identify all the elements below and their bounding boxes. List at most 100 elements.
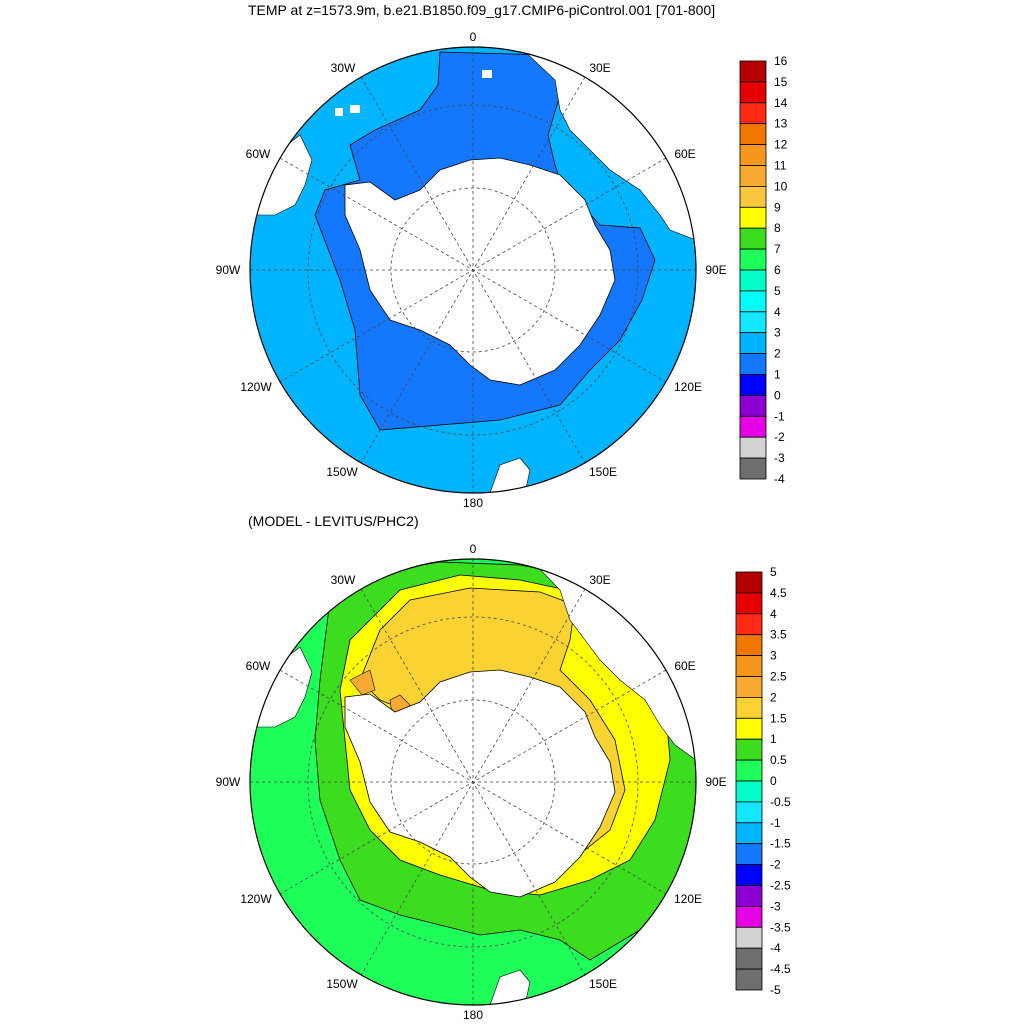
top-map-border <box>249 46 697 494</box>
bottom-colorbar-swatch <box>735 697 763 719</box>
top-colorbar-tick-label: 4 <box>774 305 781 319</box>
bottom-colorbar-swatch <box>735 885 763 907</box>
top-colorbar-swatch <box>739 227 767 250</box>
top-colorbar-swatch <box>739 102 767 125</box>
bottom-colorbar-swatch <box>735 613 763 636</box>
top-lon-label-90w: 90W <box>215 263 241 277</box>
top-colorbar-swatch <box>739 81 767 104</box>
top-colorbar-swatch <box>739 394 767 417</box>
bottom-map-border <box>249 558 697 1006</box>
bottom-colorbar-tick-label: 0.5 <box>770 753 787 767</box>
top-colorbar-tick-label: 10 <box>774 179 788 193</box>
top-lon-label-120w: 120W <box>240 380 272 394</box>
top-colorbar-tick-label: -2 <box>774 430 785 444</box>
bottom-lon-label-0: 0 <box>469 542 477 556</box>
bottom-colorbar-swatch <box>735 822 763 845</box>
bottom-colorbar-tick-label: 4 <box>770 607 777 621</box>
top-colorbar-swatch <box>739 206 767 229</box>
bottom-colorbar-tick-label: 3 <box>770 649 777 663</box>
top-colorbar-tick-label: 14 <box>774 96 788 110</box>
bottom-colorbar-swatch <box>735 759 763 782</box>
top-colorbar-tick-label: 11 <box>774 159 787 173</box>
top-colorbar-tick-label: 1 <box>774 368 781 382</box>
bottom-colorbar-swatch <box>735 780 763 803</box>
top-lon-label-60e: 60E <box>674 147 696 161</box>
bottom-lon-label-180: 180 <box>462 1008 484 1022</box>
top-colorbar-swatch <box>739 353 767 375</box>
top-colorbar-tick-label: -3 <box>774 451 785 465</box>
bottom-colorbar-tick-label: -3.5 <box>770 920 791 934</box>
bottom-colorbar-tick-label: -1 <box>770 816 781 830</box>
top-colorbar-swatch <box>739 60 767 83</box>
bottom-colorbar-swatch <box>735 634 763 657</box>
top-lon-label-30w: 30W <box>330 61 356 75</box>
bottom-colorbar-tick-label: 0 <box>770 774 777 788</box>
bottom-colorbar-tick-label: -3 <box>770 899 781 913</box>
bottom-colorbar: 5 4.5 4 3.5 3 2.5 2 1.5 1 0.5 0 -0.5 -1 -1.5 -2 -2.5 -3 -… <box>735 565 791 997</box>
top-colorbar-swatch <box>739 269 767 292</box>
bottom-colorbar-swatch <box>735 843 763 866</box>
bottom-colorbar-swatch <box>735 592 763 615</box>
top-lon-label-180: 180 <box>462 496 484 510</box>
top-colorbar-tick-label: 13 <box>774 117 788 131</box>
bottom-lon-label-30e: 30E <box>589 573 611 587</box>
bottom-lon-label-30w: 30W <box>330 573 356 587</box>
top-graticule <box>250 47 696 493</box>
top-colorbar-swatch <box>739 332 767 355</box>
top-colorbar-swatch <box>739 436 767 459</box>
bottom-lon-label-60e: 60E <box>674 659 696 673</box>
top-colorbar-swatch <box>739 144 767 166</box>
top-colorbar-tick-label: 5 <box>774 284 781 298</box>
bottom-colorbar-swatch <box>735 968 763 991</box>
bottom-colorbar-swatch <box>735 926 763 949</box>
top-land-new-zealand <box>489 457 531 493</box>
top-colorbar-swatch <box>739 457 767 480</box>
top-colorbar-tick-label: 15 <box>774 75 788 89</box>
top-lon-label-60w: 60W <box>245 147 271 161</box>
top-colorbar-tick-label: 12 <box>774 138 788 152</box>
bottom-colorbar-tick-label: 5 <box>770 565 777 579</box>
bottom-lon-label-120w: 120W <box>240 892 272 906</box>
top-colorbar-swatch <box>739 311 767 334</box>
top-colorbar-tick-label: 2 <box>774 347 781 361</box>
bottom-graticule <box>250 559 696 1005</box>
bottom-colorbar-tick-label: 2.5 <box>770 670 787 684</box>
bottom-land-new-zealand <box>489 969 531 1005</box>
bottom-colorbar-tick-label: 3.5 <box>770 628 787 642</box>
top-colorbar-tick-label: 8 <box>774 221 781 235</box>
top-colorbar-swatch <box>739 123 767 145</box>
top-colorbar-tick-label: -4 <box>774 472 785 486</box>
bottom-colorbar-tick-label: -5 <box>770 983 781 997</box>
bottom-lon-label-120e: 120E <box>673 892 703 906</box>
bottom-colorbar-swatch <box>735 676 763 698</box>
top-colorbar-tick-label: 9 <box>774 200 781 214</box>
bottom-polar-map <box>249 558 697 1006</box>
top-colorbar-swatch <box>739 165 767 187</box>
top-lon-label-30e: 30E <box>589 61 611 75</box>
top-colorbar-tick-label: 0 <box>774 388 781 402</box>
bottom-colorbar-swatch <box>735 717 763 740</box>
top-colorbar-tick-label: 7 <box>774 242 781 256</box>
bottom-colorbar-tick-label: -1.5 <box>770 837 791 851</box>
bottom-lon-label-90e: 90E <box>705 775 727 789</box>
bottom-colorbar-swatch <box>735 738 763 761</box>
bottom-colorbar-tick-label: 4.5 <box>770 586 787 600</box>
top-lon-label-90e: 90E <box>705 263 727 277</box>
bottom-colorbar-tick-label: -4.5 <box>770 962 791 976</box>
top-island-dots <box>335 70 492 116</box>
top-colorbar-swatch <box>739 374 767 396</box>
top-colorbar-swatch <box>739 415 767 438</box>
bottom-colorbar-tick-label: -2.5 <box>770 879 791 893</box>
top-colorbar-swatch <box>739 290 767 313</box>
bottom-lon-label-60w: 60W <box>245 659 271 673</box>
bottom-lon-label-150w: 150W <box>326 977 358 991</box>
top-colorbar-tick-label: 3 <box>774 326 781 340</box>
top-colorbar-tick-label: -1 <box>774 409 785 423</box>
top-colorbar-swatch <box>739 185 767 208</box>
bottom-colorbar-tick-label: 1 <box>770 732 777 746</box>
bottom-colorbar-swatch <box>735 571 763 594</box>
top-lon-label-0: 0 <box>469 30 477 44</box>
bottom-colorbar-tick-label: -4 <box>770 941 781 955</box>
bottom-colorbar-tick-label: 2 <box>770 690 777 704</box>
